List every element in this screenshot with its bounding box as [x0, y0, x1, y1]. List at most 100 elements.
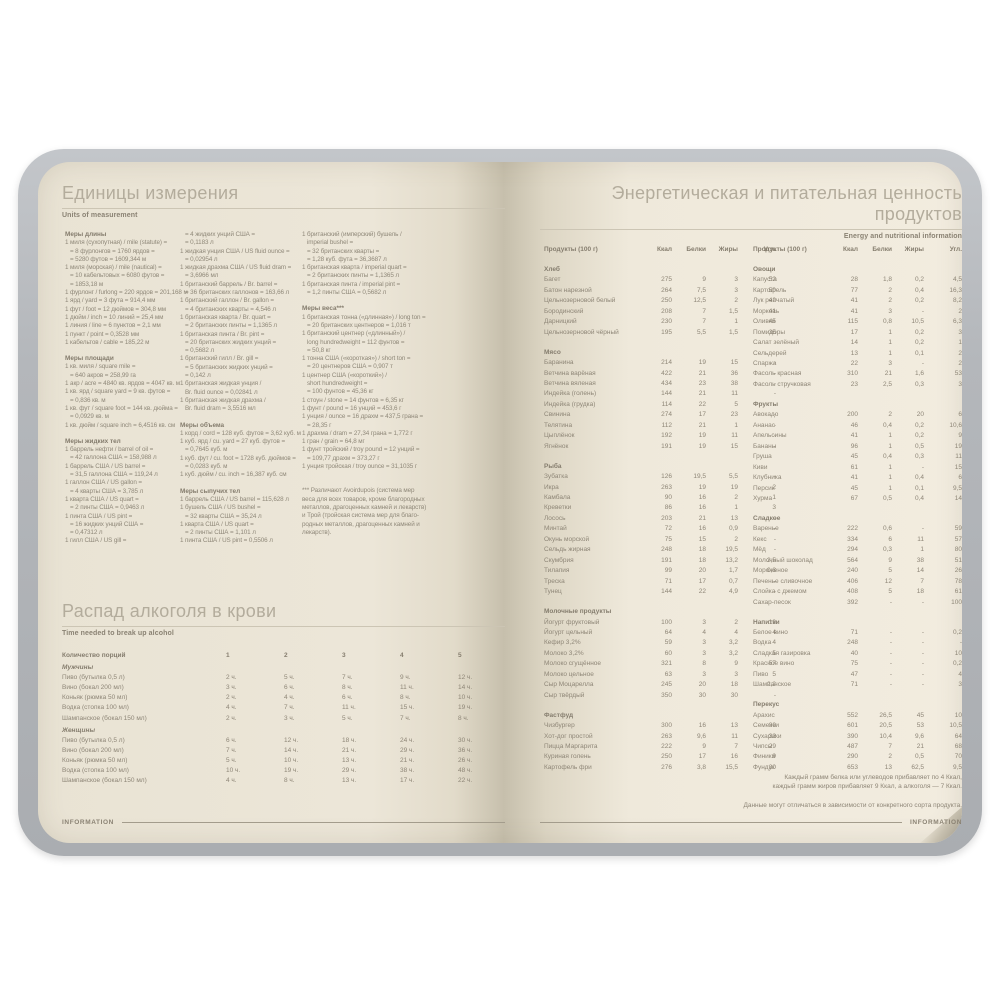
right-footer-label: INFORMATION [910, 819, 962, 826]
food-value-cell: 0,4 [914, 286, 924, 294]
food-value-cell: 2 [958, 307, 962, 315]
food-value-cell: 16 [698, 504, 706, 512]
food-value-cell: 3 [702, 649, 706, 657]
food-value-cell: - [959, 639, 962, 647]
food-row: Тилапия 99 20 1,7 0,8 [544, 566, 776, 576]
unit-line: 1 ярд / yard = 3 фута = 914,4 мм [65, 297, 156, 305]
food-product-name: Сыр твёрдый [544, 691, 585, 699]
food-row: Семечки 601 20,5 53 10,5 [753, 721, 962, 731]
alcohol-value-cell: 22 ч. [458, 777, 473, 785]
unit-line: 1 британский центнер («длинный») / [302, 330, 406, 338]
food-value-cell: 144 [661, 588, 672, 596]
unit-line: 1 куб. ярд / cu. yard = 27 куб. футов = [180, 438, 286, 446]
unit-line: = 3,6966 мл [180, 272, 219, 280]
food-row: Зубатка 126 19,5 5,5 - [544, 472, 776, 482]
food-product-name: Салат зелёный [753, 339, 800, 347]
food-row: Лосось 203 21 13 - [544, 514, 776, 524]
unit-line: 1 драхма / dram = 27,34 грана = 1,772 г [302, 429, 413, 437]
food-group-heading: Мясо [544, 348, 561, 356]
alcohol-row: Водка (стопка 100 мл) 4 ч. 7 ч. 11 ч. 15 ч. 1… [62, 703, 505, 713]
food-row: Молоко 3,2% 60 3 3,2 5 [544, 649, 776, 659]
food-group-heading: Сладкое [753, 514, 781, 522]
food-value-cell: 45 [850, 453, 858, 461]
unit-line: = 0,7645 куб. м [180, 446, 228, 454]
food-value-cell: 192 [661, 432, 672, 440]
alcohol-value-cell: 26 ч. [458, 756, 473, 764]
food-value-cell: 290 [847, 753, 858, 761]
food-group-heading: Фрукты [753, 400, 779, 408]
alcohol-value-cell: 38 ч. [400, 767, 415, 775]
food-value-cell: 7 [734, 742, 738, 750]
food-row: Свинина 274 17 23 - [544, 410, 776, 420]
unit-line: 1 баррель нефти / barrel of oil = [65, 446, 154, 454]
food-value-cell: 57 [768, 660, 776, 668]
alcohol-row-label: Водка (стопка 100 мл) [62, 704, 129, 712]
unit-line: = 2 британских пинты = 1,1365 л [302, 272, 399, 280]
alcohol-value-cell: 14 ч. [458, 684, 473, 692]
food-product-name: Йогурт цельный [544, 628, 593, 636]
food-value-cell: 7 [702, 307, 706, 315]
food-value-cell: 144 [661, 390, 672, 398]
food-value-cell: 11 [731, 732, 738, 740]
food-product-name: Окунь морской [544, 535, 590, 543]
food-value-cell: 20,5 [879, 722, 892, 730]
unit-line: веса для всех товаров, кроме благородных [302, 495, 425, 503]
food-row: Тунец 144 22 4,9 - [544, 587, 776, 597]
alcohol-value-cell: 11 ч. [400, 684, 414, 692]
food-value-cell: 75 [664, 535, 672, 543]
unit-line: = 32 британских кварты = [302, 247, 380, 255]
unit-line: 1 фурлонг / furlong = 220 ярдов = 201,16… [65, 289, 188, 297]
unit-line: 1 британский (имперский) бушель / [302, 231, 402, 238]
food-header-row: Продукты (100 г) Ккал Белки Жиры Угл. [544, 245, 776, 255]
food-value-cell: 59 [954, 525, 962, 533]
food-value-cell: 61 [954, 588, 962, 596]
food-product-name: Йогурт фруктовый [544, 618, 600, 626]
unit-line: и Трой (тройская система мер для благо- [302, 512, 419, 520]
unit-line: 1 жидкая драхма США / US fluid dram = [180, 264, 292, 272]
food-value-cell: 422 [661, 369, 672, 377]
unit-line: = 2 британских пинты = 1,1365 л [180, 322, 277, 330]
unit-line: = 20 британских жидких унций = [180, 338, 277, 346]
food-value-cell: 0,7 [728, 577, 738, 585]
food-value-cell: 75 [850, 660, 858, 668]
food-value-cell: - [773, 535, 776, 543]
nutrition-note-line: Каждый грамм белка или углеводов прибавл… [784, 774, 962, 781]
food-value-cell: 408 [847, 588, 858, 596]
unit-line: = 4 кварты США = 3,785 л [65, 487, 144, 495]
food-value-cell: 40 [850, 649, 858, 657]
food-value-cell: 334 [847, 535, 858, 543]
food-value-cell: 11 [955, 453, 962, 461]
food-value-cell: 3 [702, 670, 706, 678]
food-value-cell: - [921, 628, 924, 636]
food-value-cell: 53 [954, 370, 962, 378]
food-value-cell: 4 [702, 628, 706, 636]
food-row: Телятина 112 21 1 - [544, 421, 776, 431]
food-value-cell: 70 [954, 753, 962, 761]
food-value-cell: 2 [958, 360, 962, 368]
food-product-name: Цельнозерновой чёрный [544, 328, 619, 336]
food-row: Цельнозерновой чёрный 195 5,5 1,5 35 [544, 328, 776, 338]
alcohol-row-label: Шампанское (бокал 150 мл) [62, 714, 147, 722]
unit-section-heading: Меры веса*** [302, 305, 344, 313]
unit-line: = 100 фунтов = 45,36 кг [302, 388, 374, 396]
food-value-cell: 15 [698, 535, 706, 543]
food-value-cell: 0,8 [766, 567, 776, 575]
food-product-name: Арахис [753, 711, 775, 719]
food-row: Лук репчатый 41 2 0,2 8,2 [753, 296, 962, 306]
food-row: Хот-дог простой 263 9,6 11 32 [544, 732, 776, 742]
food-row: Ветчина варёная 422 21 36 - [544, 369, 776, 379]
unit-line: 1 унция тройская / troy ounce = 31,1035 … [302, 463, 418, 471]
units-column: Меры длины 1 миля (сухопутная) / mile (st… [65, 231, 188, 554]
food-value-cell: 9,6 [696, 732, 706, 740]
unit-line: = 0,836 кв. м [65, 396, 106, 404]
food-value-cell: 46 [850, 421, 858, 429]
food-value-cell: 3,8 [696, 763, 706, 771]
food-value-cell: 99 [664, 567, 672, 575]
food-value-cell: - [921, 639, 924, 647]
food-row: Багет 275 9 3 52 [544, 275, 776, 285]
food-value-cell: 21 [698, 514, 706, 522]
alcohol-row: Коньяк (рюмка 50 мл) 2 ч. 4 ч. 6 ч. 8 ч. 10 ч… [62, 693, 505, 703]
nutrition-subtitle: Energy and nutritional information [843, 233, 962, 240]
food-value-cell: - [773, 691, 776, 699]
alcohol-value-cell: 7 ч. [226, 746, 237, 754]
